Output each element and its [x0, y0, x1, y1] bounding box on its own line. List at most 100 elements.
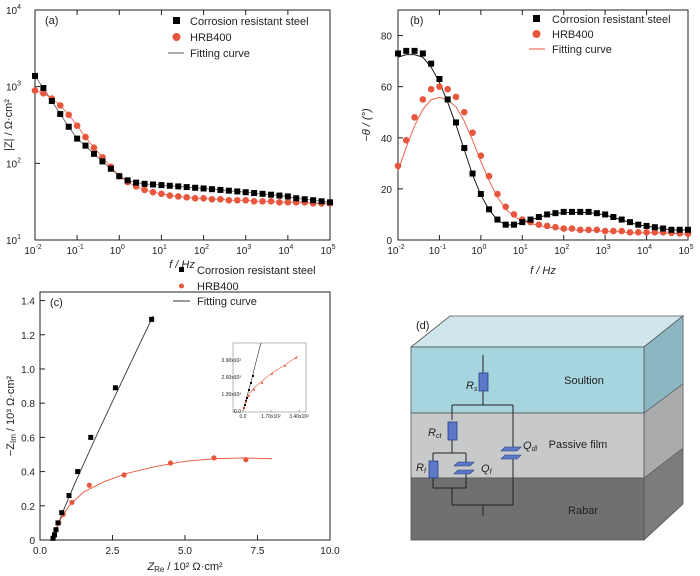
panel-b-hrb-point-21 — [568, 225, 576, 232]
panel-c-x-tick-label-3: 7.5 — [251, 546, 265, 557]
panel-a-hrb-point-1 — [40, 89, 47, 97]
layer-film-label: Passive film — [549, 439, 608, 451]
panel-c-hrb-point-9 — [211, 455, 217, 461]
inset-hrb-point-7 — [295, 357, 297, 359]
panel-b-steel-point-10 — [477, 191, 484, 197]
panel-a-y-axis-label: |Z| / Ω·cm² — [3, 99, 15, 151]
panel-b-hrb-point-29 — [634, 229, 642, 236]
legend-c-hrb-label: HRB400 — [197, 281, 239, 293]
panel-b-steel-point-32 — [660, 225, 667, 232]
panel-c-steel-point-0 — [50, 535, 56, 541]
panel-b-hrb-point-0 — [394, 162, 402, 170]
panel-a-hrb-point-4 — [65, 111, 73, 119]
inset-y-tick-label-3: 3.90x10² — [222, 358, 242, 364]
panel-a-hrb-point-18 — [183, 194, 191, 201]
panel-a-steel-point-16 — [166, 182, 173, 189]
panel-c-y-tick-label-5: 1.0 — [21, 365, 35, 376]
panel-b-hrb-point-25 — [601, 227, 609, 235]
panel-b-steel-point-4 — [428, 60, 435, 67]
inset-hrb-point-3 — [253, 389, 255, 391]
panel-a-steel-point-20 — [200, 185, 207, 192]
panel-b-hrb-point-30 — [643, 229, 650, 236]
panel-b-hrb-point-26 — [610, 227, 617, 235]
inset-x-tick-label-2: 3.40x10² — [289, 414, 309, 420]
inset-hrb-point-6 — [284, 365, 286, 367]
panel-a-steel-point-23 — [225, 187, 232, 194]
panel-b-hrb-point-27 — [618, 227, 626, 235]
panel-a-hrb-point-3 — [56, 102, 64, 109]
panel-b-steel-point-1 — [403, 47, 410, 54]
panel-b-y-axis-label: −θ / (°) — [361, 108, 373, 142]
circuit-cpe-qdl — [500, 446, 522, 460]
panel-b-y-tick-label-3: 60 — [381, 83, 393, 94]
panel-c-fit-curve-hrb — [51, 457, 273, 541]
panel-a-hrb-point-21 — [208, 195, 216, 203]
panel-c-x-tick-label-2: 5.0 — [178, 546, 192, 557]
panel-a-hrb-point-13 — [141, 186, 148, 194]
panel-c-y-tick-label-3: 0.6 — [21, 433, 35, 444]
panel-a-steel-point-34 — [318, 198, 325, 205]
panel-b-x-tick-label-2: 100 — [471, 244, 486, 257]
panel-b-steel-point-34 — [676, 226, 683, 233]
panel-c-y-axis-label-unit: / 10³ Ω·cm² — [5, 375, 17, 434]
legend-a-fit-label: Fitting curve — [190, 48, 250, 60]
inset-steel-point-3 — [246, 397, 248, 399]
panel-b-steel-point-8 — [461, 145, 468, 151]
qdl-label-sub: dl — [532, 446, 538, 453]
inset-steel-point-5 — [250, 382, 252, 384]
panel-b-steel-point-19 — [552, 210, 559, 217]
panel-a-hrb-point-0 — [31, 87, 39, 94]
inset-steel-point-4 — [248, 389, 250, 391]
panel-b-hrb-point-7 — [452, 93, 460, 101]
qf-label-main: Q — [481, 463, 490, 475]
panel-b-frame — [397, 9, 689, 241]
panel-b-y-tick-label-0: 0 — [386, 236, 392, 247]
panel-d: (d) Soultion Passive film Rabar — [409, 315, 685, 541]
panel-b-steel-point-14 — [511, 221, 518, 228]
panel-b-hrb-point-14 — [510, 211, 518, 218]
panel-c-steel-point-2 — [53, 527, 59, 533]
panel-b-steel-point-2 — [411, 47, 418, 54]
panel-a-steel-point-29 — [276, 192, 283, 199]
legend-a-steel-marker — [173, 17, 180, 24]
panel-a-steel-point-6 — [82, 142, 89, 149]
qdl-label-main: Q — [523, 440, 532, 452]
inset-y-tick-label-1: 1.30x10² — [222, 392, 242, 398]
panel-a-steel-point-21 — [208, 186, 215, 193]
panel-b-steel-point-31 — [651, 224, 658, 231]
panel-b-x-tick-label-4: 102 — [554, 244, 569, 257]
rct-label-sub: ct — [436, 433, 443, 440]
panel-b-steel-point-11 — [486, 206, 493, 213]
panel-a-x-tick-label-1: 10-1 — [66, 244, 83, 257]
panel-a-hrb-point-5 — [73, 122, 81, 129]
panel-a-steel-point-24 — [234, 188, 241, 195]
panel-a-y-tick-label-2: 103 — [6, 81, 21, 94]
panel-b-x-axis-label: f / Hz — [530, 265, 556, 277]
circuit-wires — [432, 355, 514, 516]
panel-b-hrb-point-17 — [535, 221, 543, 228]
panel-a-steel-point-5 — [74, 135, 81, 142]
panel-b-steel-point-29 — [635, 221, 642, 228]
legend-c-fit-label: Fitting curve — [197, 296, 257, 308]
rf-label-sub: f — [424, 468, 427, 475]
panel-b-hrb-point-22 — [576, 226, 584, 234]
panel-b-hrb-point-31 — [651, 229, 659, 236]
panel-a-legend: Corrosion resistant steel HRB400 Fitting… — [168, 16, 309, 60]
panel-a-steel-point-1 — [40, 85, 47, 92]
panel-b-hrb-point-28 — [626, 229, 634, 236]
panel-b-steel-point-3 — [419, 50, 426, 57]
panel-a-hrb-point-7 — [90, 144, 98, 151]
panel-c-y-axis-label-sub: Im — [9, 434, 18, 443]
panel-c-steel-point-8 — [112, 385, 118, 391]
panel-a-x-tick-label-4: 102 — [194, 244, 209, 257]
panel-c-x-axis-label: ZRe / 10² Ω·cm² — [146, 561, 223, 574]
circuit-cpe-qf — [453, 461, 475, 475]
panel-c-hrb-point-8 — [167, 460, 174, 466]
panel-c-steel-point-7 — [88, 434, 94, 440]
panel-a-steel-point-28 — [267, 191, 274, 198]
panel-b-steel-point-12 — [494, 216, 501, 223]
panel-b-x-tick-label-3: 101 — [513, 244, 528, 257]
rct-label: Rct — [428, 427, 442, 440]
panel-a-steel-point-4 — [65, 123, 72, 130]
panel-b-legend: Corrosion resistant steel HRB400 Fitting… — [529, 14, 671, 56]
